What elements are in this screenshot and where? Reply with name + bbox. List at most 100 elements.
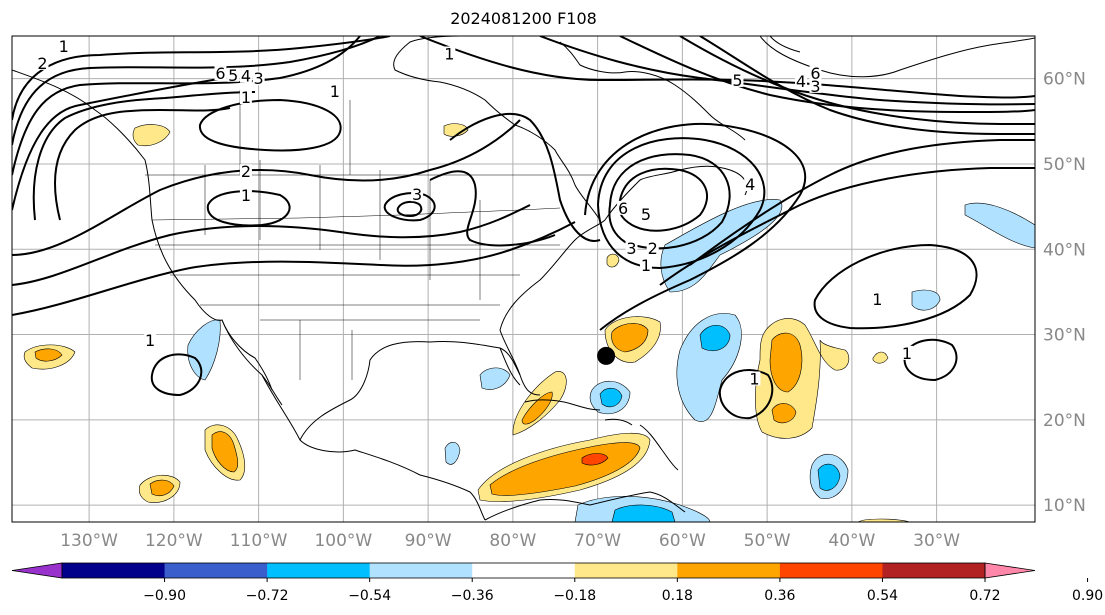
contour-lines (12, 36, 1035, 420)
contour-label: 5 (641, 205, 651, 224)
contour-label-bg (57, 38, 70, 53)
lon-tick-label: 120°W (145, 531, 203, 551)
colorbar-extend-low (11, 562, 63, 579)
colorbar-tick-label: 0.18 (662, 588, 693, 604)
shade-negative-region (599, 387, 623, 408)
map-title: 2024081200 F108 (450, 9, 597, 28)
lon-tick-label: 90°W (405, 531, 452, 551)
contour-label: 1 (872, 290, 882, 309)
lon-tick-label: 80°W (489, 531, 536, 551)
shade-positive-region (611, 323, 649, 353)
lon-tick-label: 130°W (60, 531, 118, 551)
colorbar-tick-label: −0.36 (451, 588, 494, 604)
lon-tick-label: 40°W (828, 531, 875, 551)
contour-label-bg (625, 240, 638, 255)
contour-label: 6 (618, 199, 628, 218)
lat-tick-label: 40°N (1043, 240, 1086, 260)
longitude-labels: 130°W 120°W 110°W 100°W 90°W 80°W 70°W 60°W 50°W… (60, 531, 960, 551)
colorbar-segment (574, 563, 678, 578)
shade-positive-region (581, 453, 609, 466)
contour-label-bg (227, 67, 240, 82)
contour-label: 1 (902, 344, 912, 363)
colorbar-segment (779, 563, 883, 578)
colorbar-segment (472, 563, 576, 578)
contour-label: 5 (732, 71, 742, 90)
shade-negative-region (964, 202, 1035, 249)
lon-tick-label: 60°W (659, 531, 706, 551)
shade-negative-region (444, 441, 461, 465)
contour-label-bg (214, 66, 227, 81)
colorbar-segment (267, 563, 371, 578)
map-frame (11, 35, 1036, 523)
contour-label-bg (744, 176, 757, 191)
lat-tick-label: 50°N (1043, 155, 1086, 175)
colorbar-segment (164, 563, 268, 578)
colorbar-frame (61, 562, 986, 579)
contour-label: 6 (215, 64, 225, 83)
shade-negative-region (699, 324, 731, 352)
colorbar-segment (677, 563, 781, 578)
colorbar-tick-label: −0.54 (348, 588, 391, 604)
colorbar-segment (369, 563, 473, 578)
contour-label-bg (731, 72, 744, 87)
contour-label-bg (639, 258, 652, 273)
contour-label: 2 (37, 54, 47, 73)
shade-positive-region (769, 332, 803, 393)
storm-center-marker (597, 346, 616, 365)
contour-label: 1 (330, 82, 340, 101)
contour-label: 6 (810, 64, 820, 83)
lon-tick-label: 70°W (574, 531, 621, 551)
contour-label-bg (748, 371, 761, 386)
colorbar-tick-labels: −0.90 −0.72 −0.54 −0.36 −0.18 0.18 0.36 0.54 0.7… (143, 578, 1103, 604)
contour-label-bg (900, 345, 913, 360)
colorbar-tick-label: −0.90 (143, 588, 186, 604)
coastlines (12, 36, 1035, 521)
contour-label-bg (239, 188, 252, 203)
contour-label: 1 (59, 37, 69, 56)
contour-label-bg (36, 55, 49, 70)
shade-negative-region (817, 463, 841, 491)
contour-label: 1 (444, 44, 454, 63)
colorbar-tick-label: −0.18 (553, 588, 596, 604)
contour-label: 1 (749, 369, 759, 388)
shade-positive-region (211, 431, 239, 473)
contour-label: 1 (641, 256, 651, 275)
colorbar-tick-label: 0.90 (1072, 588, 1103, 604)
colorbar (11, 562, 1036, 579)
lat-tick-label: 30°N (1043, 326, 1086, 346)
contour-label: 2 (241, 162, 251, 181)
shade-positive-region (149, 479, 175, 497)
colorbar-segment (62, 563, 166, 578)
shade-positive-region (771, 403, 797, 424)
contour-label-bg (795, 73, 808, 88)
contour-label: 1 (241, 186, 251, 205)
contour-label-bg (411, 187, 424, 202)
colorbar-tick-label: −0.72 (246, 588, 289, 604)
contour-label: 3 (810, 77, 820, 96)
colorbar-tick-label: 0.36 (764, 588, 795, 604)
contour-label-bg (328, 84, 341, 99)
contour-label: 4 (796, 72, 806, 91)
contour-label-bg (646, 240, 659, 255)
lon-tick-label: 100°W (314, 531, 372, 551)
shade-positive-region (132, 124, 171, 147)
lon-tick-label: 110°W (230, 531, 288, 551)
contour-label: 4 (745, 175, 755, 194)
contour-label-bg (617, 200, 630, 215)
lon-tick-label: 50°W (744, 531, 791, 551)
contour-label-bg (443, 46, 456, 61)
contour-label: 3 (626, 239, 636, 258)
contour-label: 2 (648, 239, 658, 258)
contour-label-bg (144, 333, 157, 348)
shade-negative-region (911, 289, 941, 311)
contour-label-bg (239, 89, 252, 104)
contour-label-bg (639, 206, 652, 221)
shade-negative-region (187, 319, 221, 381)
lat-tick-label: 60°N (1043, 70, 1086, 90)
contour-label: 1 (241, 88, 251, 107)
contour-label: 3 (412, 185, 422, 204)
colorbar-tick-label: 0.72 (969, 588, 1000, 604)
lon-tick-label: 30°W (913, 531, 960, 551)
